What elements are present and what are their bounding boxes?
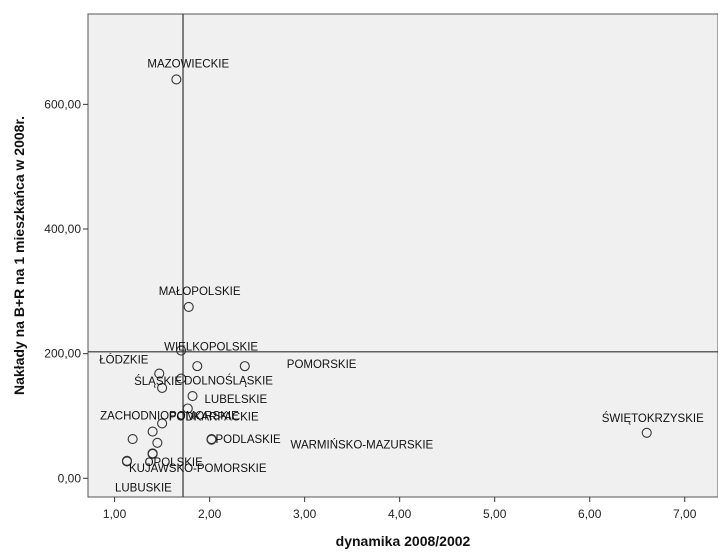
point-label: DOLNOŚLĄSKIE: [184, 375, 273, 388]
x-tick-label: 3,00: [293, 507, 317, 521]
data-point: [157, 382, 168, 393]
data-point: [206, 434, 217, 445]
point-label: MAZOWIECKIE: [147, 58, 229, 70]
x-tick-label: 2,00: [198, 507, 222, 521]
point-label: OPOLSKIE: [145, 457, 203, 469]
point-label: ŚWIĘTOKRZYSKIE: [602, 412, 704, 425]
plot-area: [87, 13, 718, 498]
point-label: ŁÓDZKIE: [99, 354, 149, 367]
point-label: PODKARPACKIE: [169, 412, 259, 424]
point-label: LUBUSKIE: [115, 482, 172, 494]
data-point: [147, 426, 158, 437]
data-point: [176, 373, 187, 384]
point-label: ZACHODNIOPOMORSKIE: [100, 410, 239, 422]
data-point: [127, 433, 138, 445]
data-point: [182, 403, 193, 414]
data-point: [187, 390, 198, 402]
y-tick-label: 400,00: [44, 222, 81, 236]
point-label: POMORSKIE: [287, 359, 357, 371]
point-label: WARMIŃSKO-MAZURSKIE: [291, 439, 434, 452]
y-tick-label: 600,00: [44, 97, 81, 111]
data-point: [147, 448, 158, 460]
point-label: ŚLĄSKIE: [134, 375, 182, 388]
point-label: KUJAWSKO-POMORSKIE: [129, 463, 267, 475]
data-point: [157, 418, 168, 429]
data-point: [176, 345, 187, 356]
point-label: WIELKOPOLSKIE: [164, 342, 258, 354]
x-tick-label: 4,00: [388, 507, 412, 521]
y-tick-label: 0,00: [58, 471, 82, 485]
point-label: PODLASKIE: [216, 434, 282, 446]
x-tick-label: 5,00: [483, 507, 507, 521]
data-point: [154, 368, 165, 379]
data-point: [192, 361, 203, 372]
y-tick-label: 200,00: [44, 347, 81, 361]
data-point: [121, 456, 133, 467]
data-point: [641, 427, 652, 438]
data-point: [171, 74, 182, 85]
data-point: [183, 301, 194, 312]
x-tick-label: 6,00: [578, 507, 602, 521]
point-label: MAŁOPOLSKIE: [159, 286, 241, 298]
data-point: [152, 437, 163, 448]
y-axis-title: Nakłady na B+R na 1 mieszkańca w 2008r.: [11, 116, 27, 395]
x-axis-title: dynamika 2008/2002: [336, 533, 471, 549]
x-tick-label: 7,00: [673, 507, 697, 521]
point-label: LUBELSKIE: [205, 394, 268, 406]
data-point: [239, 361, 250, 372]
x-tick-label: 1,00: [103, 507, 127, 521]
